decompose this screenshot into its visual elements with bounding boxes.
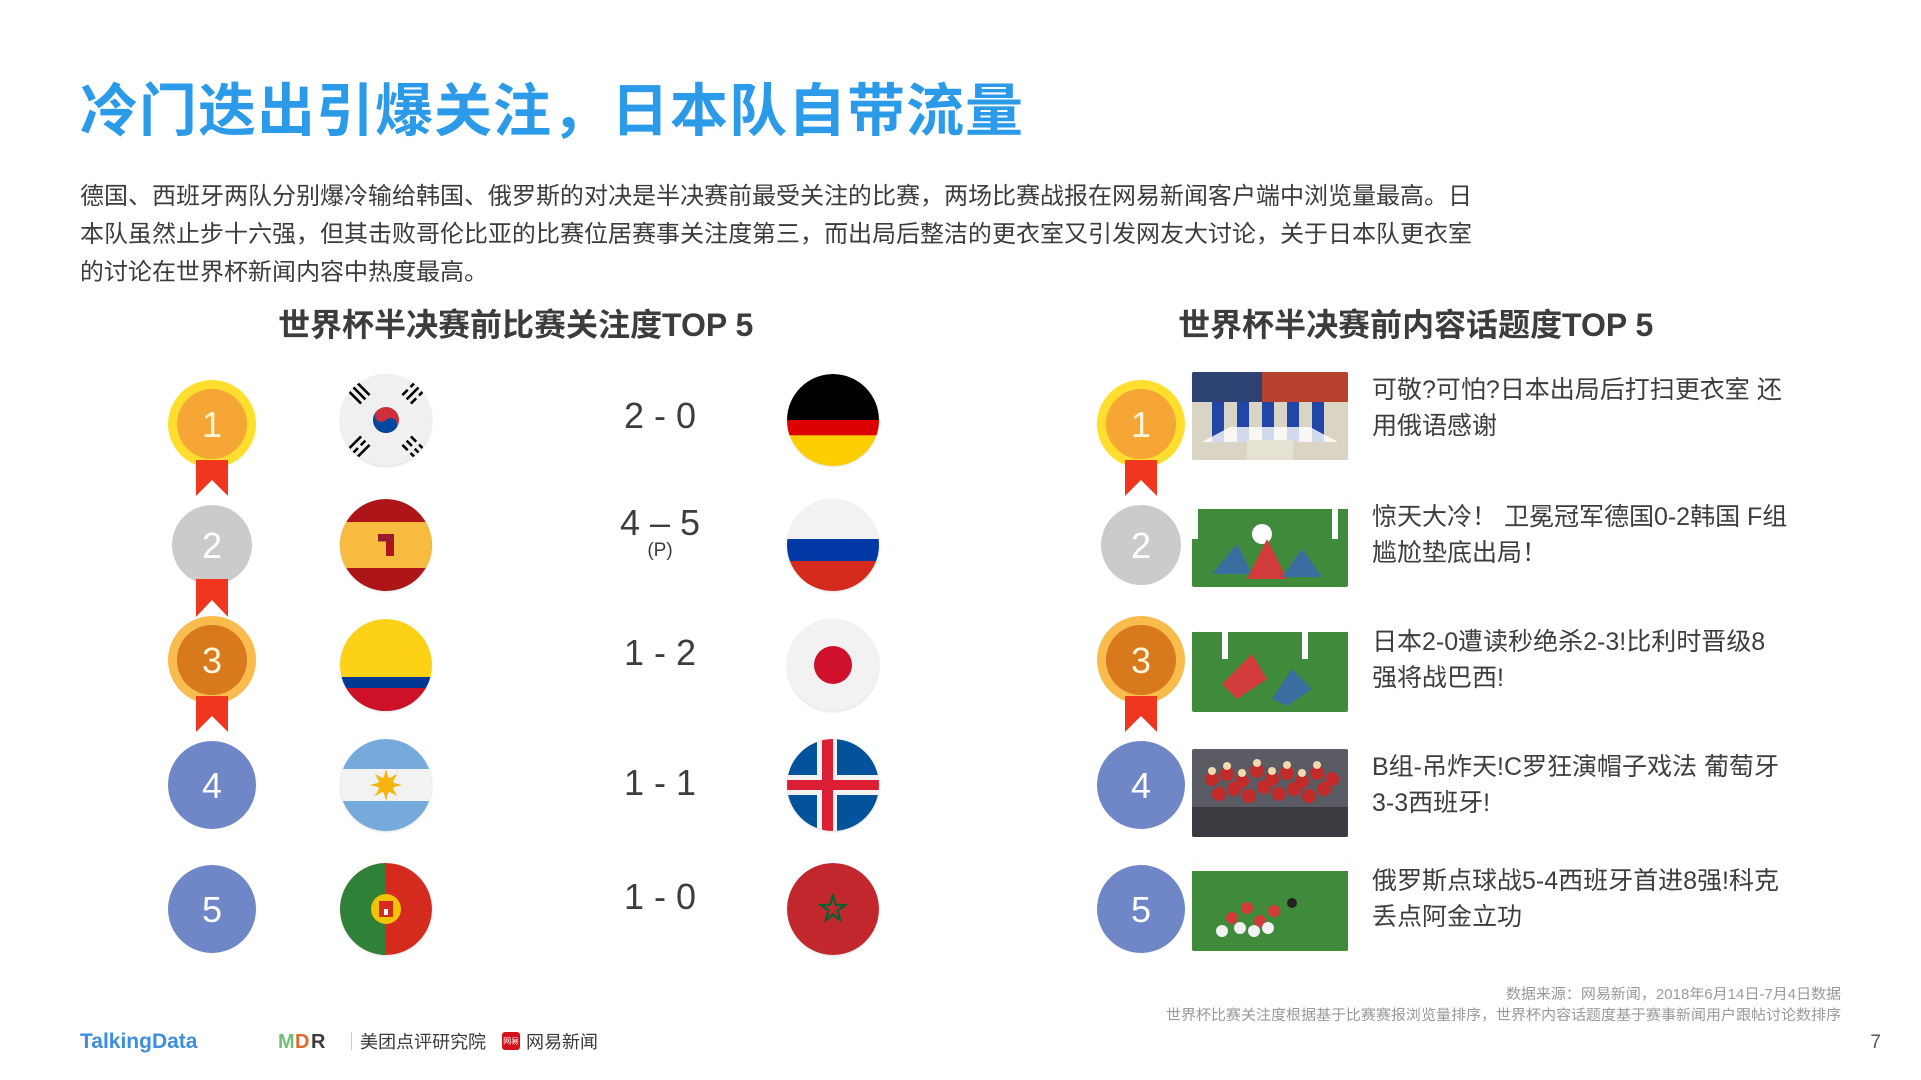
svg-text:R: R <box>311 1031 326 1052</box>
svg-text:4: 4 <box>202 765 222 806</box>
svg-text:2: 2 <box>1131 525 1151 566</box>
svg-text:4: 4 <box>1131 765 1151 806</box>
svg-text:1: 1 <box>202 404 222 445</box>
svg-text:2: 2 <box>202 525 222 566</box>
svg-text:TalkingData: TalkingData <box>80 1030 198 1053</box>
svg-text:D: D <box>295 1031 309 1052</box>
svg-text:5: 5 <box>202 889 222 930</box>
svg-text:5: 5 <box>1131 889 1151 930</box>
svg-text:1: 1 <box>1131 404 1151 445</box>
svg-text:M: M <box>278 1031 295 1052</box>
svg-text:3: 3 <box>1131 640 1151 681</box>
svg-text:3: 3 <box>202 640 222 681</box>
